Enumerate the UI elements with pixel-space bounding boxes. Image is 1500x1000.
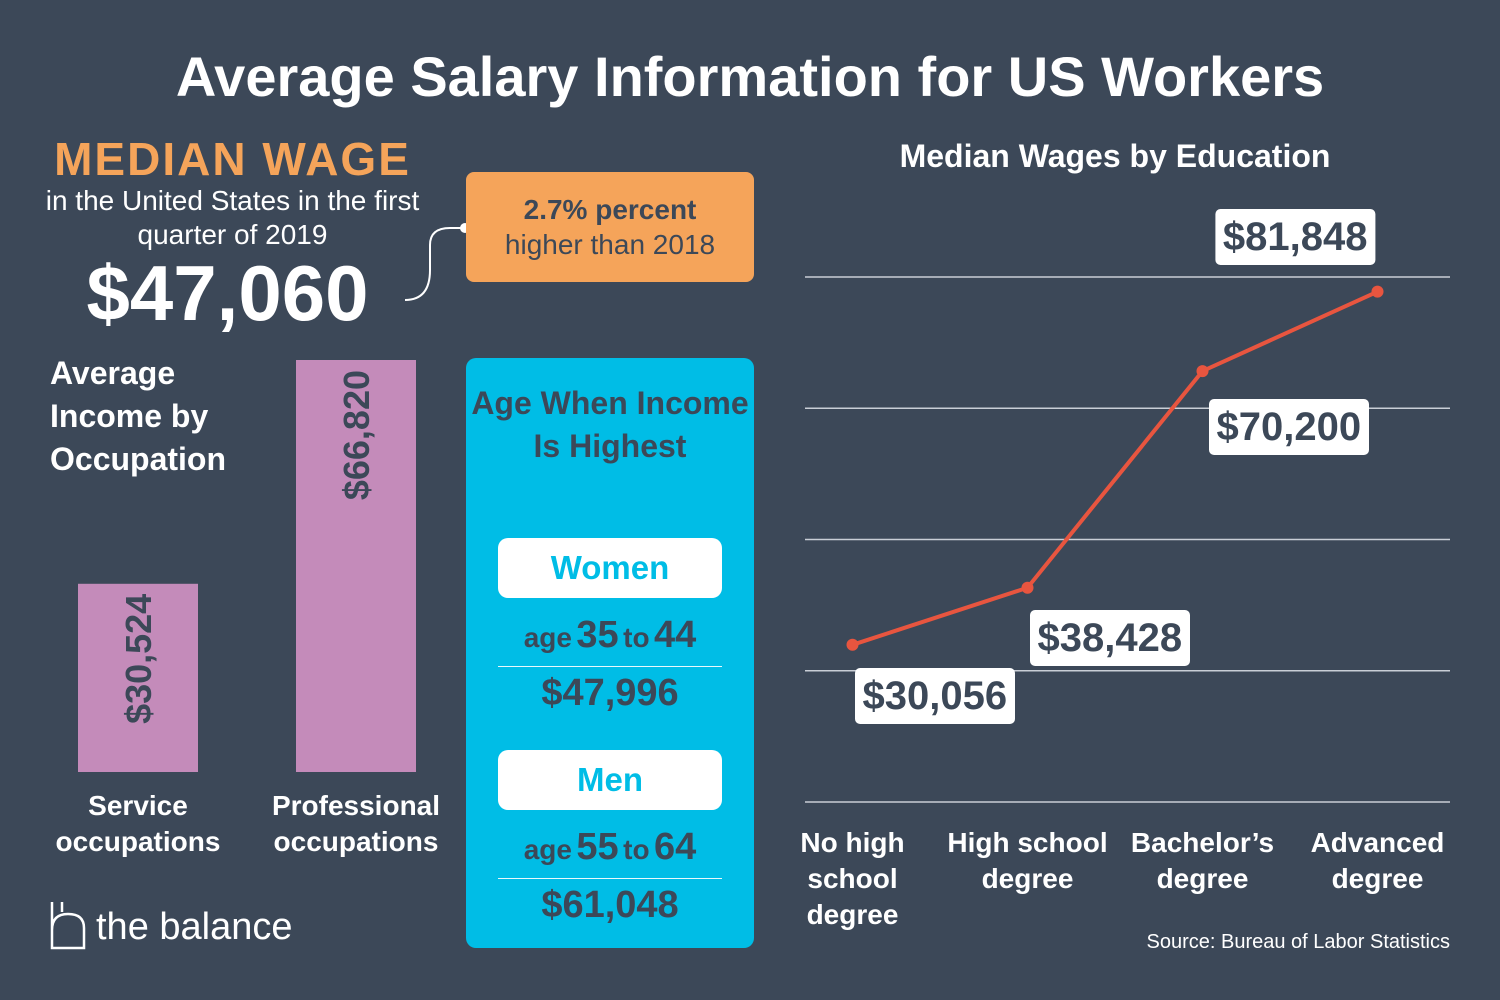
to-word: to — [623, 622, 650, 653]
callout: 2.7% percent higher than 2018 — [466, 172, 754, 282]
page-title: Average Salary Information for US Worker… — [175, 45, 1325, 108]
group-pill: Women — [498, 538, 722, 598]
age-box-title: Age When Income Is Highest — [471, 385, 749, 464]
median-wage-amount: $47,060 — [86, 249, 369, 337]
point — [1196, 365, 1209, 378]
callout-bold: 2.7% percent — [523, 194, 697, 225]
source: Source: Bureau of Labor Statistics — [1146, 931, 1451, 953]
income: $61,048 — [541, 884, 679, 926]
median-wage-heading: MEDIAN WAGE — [54, 133, 411, 185]
bar-chart-title: Average Income by Occupation — [50, 355, 227, 477]
point — [846, 638, 859, 651]
bar — [296, 360, 416, 772]
bar — [78, 583, 198, 772]
x-tick-label: Professional occupations — [271, 790, 441, 857]
value-label: $81,848 — [1214, 208, 1376, 265]
value-label: $38,428 — [1029, 609, 1191, 666]
callout-text: higher than 2018 — [504, 229, 716, 260]
age-word: age — [523, 834, 572, 865]
bar-value-label: $66,820 — [336, 370, 377, 500]
divider — [498, 878, 722, 879]
group-pill: Men — [498, 750, 722, 810]
line — [851, 289, 1379, 647]
age-range: age 55 to 64 — [498, 826, 722, 869]
age-box: Age When Income Is Highest Women age 35 t… — [466, 358, 754, 948]
divider — [498, 666, 722, 667]
to-word: to — [623, 834, 650, 865]
x-tick-label: Bachelor’s degree — [1130, 827, 1275, 894]
age-from: 55 — [576, 826, 619, 868]
value-label: $70,200 — [1208, 399, 1370, 456]
value-label: $30,056 — [854, 667, 1016, 724]
age-to: 44 — [654, 614, 697, 656]
age-range: age 35 to 44 — [498, 614, 722, 657]
bar-value-label: $30,524 — [118, 594, 159, 724]
age-from: 35 — [576, 614, 619, 656]
connector — [404, 227, 465, 301]
point — [1371, 285, 1384, 298]
median-wage-description: in the United States in the first quarte… — [45, 185, 420, 250]
line-chart-title: Median Wages by Education — [899, 138, 1331, 174]
x-tick-label: High school degree — [947, 827, 1108, 894]
x-tick-label: No high school degree — [800, 827, 905, 930]
brand: the balance — [96, 906, 293, 948]
point — [1021, 581, 1034, 594]
age-to: 64 — [654, 826, 697, 868]
x-tick-label: Advanced degree — [1310, 827, 1445, 894]
age-word: age — [523, 622, 572, 653]
logo-icon — [50, 902, 86, 950]
income: $47,996 — [541, 672, 679, 714]
x-tick-label: Service occupations — [55, 790, 221, 857]
